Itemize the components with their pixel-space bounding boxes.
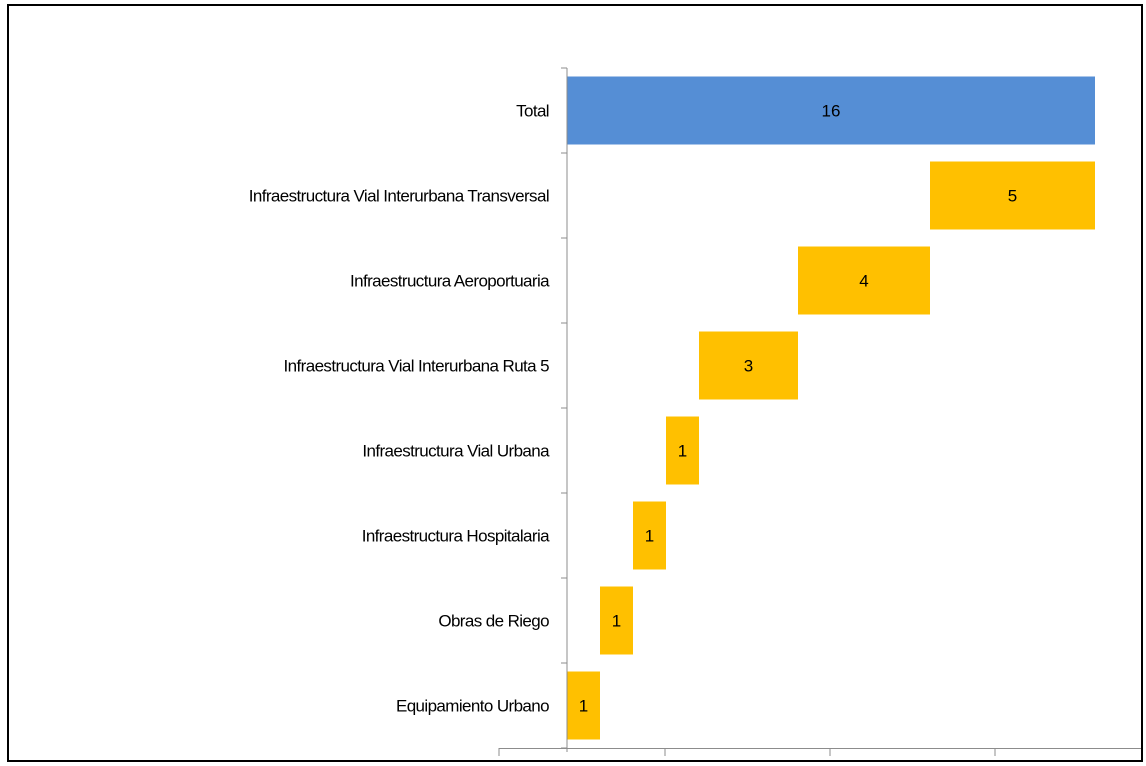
- chart-frame: 16 5 4 3 1 1 1 1 Total Infraestructura Vial Inter…: [7, 4, 1143, 762]
- bar: [567, 76, 1095, 145]
- category-label: Infraestructura Vial Interurbana Transve…: [249, 187, 549, 206]
- bar: [600, 586, 633, 655]
- bar: [699, 331, 798, 400]
- bar: [798, 246, 930, 315]
- category-label: Equipamiento Urbano: [396, 697, 549, 716]
- data-label: 16: [822, 102, 841, 121]
- category-label: Infraestructura Aeroportuaria: [350, 272, 550, 291]
- bar: [633, 501, 666, 570]
- waterfall-chart: 16 5 4 3 1 1 1 1 Total Infraestructura Vial Inter…: [249, 67, 1141, 756]
- bar: [567, 671, 600, 740]
- category-label: Infraestructura Hospitalaria: [362, 527, 550, 546]
- data-label: 1: [645, 527, 654, 546]
- data-label: 1: [678, 442, 687, 461]
- category-label: Infraestructura Vial Urbana: [362, 442, 550, 461]
- plot-area: 16 5 4 3 1 1 1 1 Total Infraestructura Vial Inter…: [249, 67, 1141, 756]
- bar: [666, 416, 699, 485]
- bar: [930, 161, 1095, 230]
- category-label: Infraestructura Vial Interurbana Ruta 5: [284, 357, 550, 376]
- data-label: 4: [859, 272, 868, 291]
- data-label: 5: [1008, 187, 1017, 206]
- category-label: Obras de Riego: [438, 612, 549, 631]
- category-label: Total: [516, 102, 549, 121]
- data-label: 1: [579, 697, 588, 716]
- data-label: 1: [612, 612, 621, 631]
- data-label: 3: [744, 357, 753, 376]
